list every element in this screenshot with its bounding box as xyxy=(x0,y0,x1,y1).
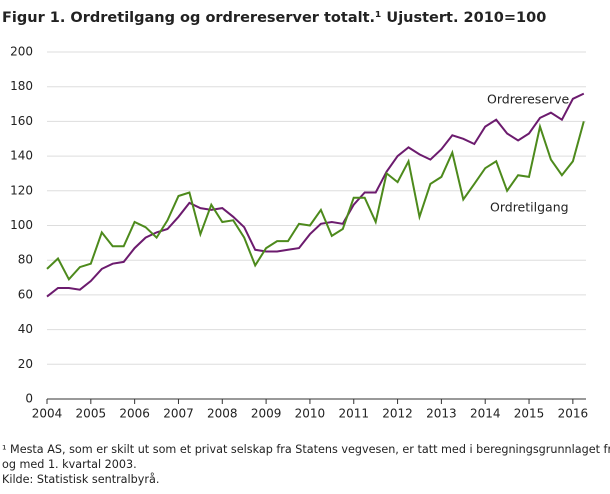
y-tick-label: 160 xyxy=(10,114,33,128)
x-tick-label: 2007 xyxy=(163,407,194,421)
y-tick-label: 40 xyxy=(18,322,33,336)
x-tick-label: 2004 xyxy=(32,407,63,421)
y-tick-label: 140 xyxy=(10,149,33,163)
series-label: Ordrereserve xyxy=(487,92,570,107)
x-tick-label: 2015 xyxy=(514,407,545,421)
y-tick-label: 120 xyxy=(10,183,33,197)
y-tick-label: 100 xyxy=(10,218,33,232)
y-tick-label: 20 xyxy=(18,357,33,371)
x-tick-label: 2014 xyxy=(470,407,501,421)
x-tick-label: 2011 xyxy=(338,407,369,421)
series-line xyxy=(46,121,585,282)
footnote: ¹ Mesta AS, som er skilt ut som et priva… xyxy=(2,443,610,456)
x-tick-label: 2016 xyxy=(558,407,589,421)
footnote: og med 1. kvartal 2003. xyxy=(2,458,137,471)
y-tick-label: 180 xyxy=(10,79,33,93)
x-tick-label: 2013 xyxy=(426,407,457,421)
series-label: Ordretilgang xyxy=(490,200,569,215)
x-tick-label: 2012 xyxy=(382,407,413,421)
x-tick-label: 2009 xyxy=(251,407,282,421)
chart-title: Figur 1. Ordretilgang og ordrereserver t… xyxy=(2,10,546,26)
x-tick-label: 2005 xyxy=(76,407,107,421)
x-tick-label: 2010 xyxy=(295,407,326,421)
y-tick-label: 200 xyxy=(10,45,33,59)
y-tick-label: 60 xyxy=(18,287,33,301)
y-tick-label: 80 xyxy=(18,253,33,267)
footnote: Kilde: Statistisk sentralbyrå. xyxy=(2,473,159,486)
x-tick-label: 2008 xyxy=(207,407,238,421)
y-tick-label: 0 xyxy=(25,392,33,406)
x-tick-label: 2006 xyxy=(119,407,150,421)
series-line xyxy=(46,92,585,298)
